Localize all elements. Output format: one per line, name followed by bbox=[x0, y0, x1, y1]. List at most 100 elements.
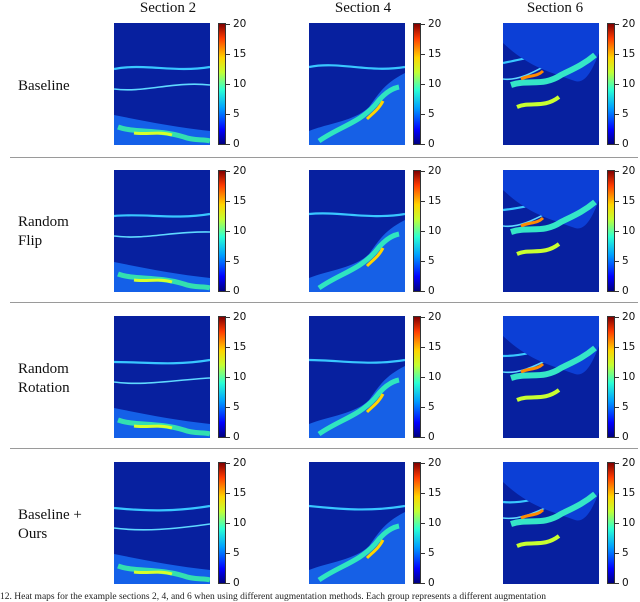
colorbar-tick-label: 5 bbox=[622, 401, 629, 413]
colorbar-tick-label: 5 bbox=[233, 547, 240, 559]
colorbar-tick-label: 20 bbox=[233, 165, 247, 177]
colorbar-tick-label: 20 bbox=[233, 311, 247, 323]
colorbar-tick bbox=[421, 347, 425, 348]
colorbar-tick bbox=[421, 114, 425, 115]
colorbar-tick-label: 15 bbox=[233, 48, 247, 60]
colorbar-tick-label: 5 bbox=[622, 255, 629, 267]
colorbar-tick bbox=[615, 114, 619, 115]
colorbar-tick bbox=[615, 171, 619, 172]
colorbar-tick bbox=[615, 553, 619, 554]
colorbar-tick bbox=[226, 261, 230, 262]
colorbar-tick-label: 0 bbox=[233, 577, 240, 589]
colorbar-tick-label: 10 bbox=[622, 225, 636, 237]
colorbar-tick bbox=[421, 463, 425, 464]
colorbar-ticks: 20 15 10 5 0 bbox=[226, 311, 254, 443]
colorbar-tick-label: 15 bbox=[428, 487, 442, 499]
colorbar-ticks: 20 15 10 5 0 bbox=[226, 457, 254, 589]
figure-caption: 12. Heat maps for the example sections 2… bbox=[0, 592, 547, 602]
colorbar-tick bbox=[421, 144, 425, 145]
colorbar-ticks: 20 15 10 5 0 bbox=[615, 165, 640, 297]
colorbar-tick bbox=[421, 523, 425, 524]
colorbar-tick-label: 15 bbox=[233, 341, 247, 353]
colorbar-tick-label: 20 bbox=[622, 311, 636, 323]
colorbar-ticks: 20 15 10 5 0 bbox=[421, 165, 449, 297]
colorbar bbox=[218, 462, 226, 584]
colorbar bbox=[218, 170, 226, 292]
column-header-section-4: Section 4 bbox=[334, 0, 392, 16]
colorbar-tick-label: 20 bbox=[622, 457, 636, 469]
heatmap-image bbox=[114, 23, 210, 145]
colorbar bbox=[413, 462, 421, 584]
colorbar-tick bbox=[226, 407, 230, 408]
colorbar-tick-label: 0 bbox=[622, 285, 629, 297]
colorbar bbox=[413, 170, 421, 292]
colorbar-tick-label: 10 bbox=[622, 371, 636, 383]
colorbar-tick bbox=[615, 291, 619, 292]
colorbar-tick bbox=[226, 583, 230, 584]
heatmap-image bbox=[114, 170, 210, 292]
colorbar-tick-label: 5 bbox=[233, 255, 240, 267]
colorbar bbox=[218, 23, 226, 145]
colorbar-tick-label: 20 bbox=[428, 311, 442, 323]
row-separator bbox=[10, 302, 638, 303]
column-header-section-6: Section 6 bbox=[526, 0, 584, 16]
colorbar-tick bbox=[615, 583, 619, 584]
colorbar-tick bbox=[615, 437, 619, 438]
colorbar-tick-label: 20 bbox=[428, 457, 442, 469]
row-label-baseline: Baseline bbox=[18, 78, 70, 94]
colorbar-ticks: 20 15 10 5 0 bbox=[421, 311, 449, 443]
colorbar-tick-label: 10 bbox=[428, 517, 442, 529]
colorbar-tick-label: 10 bbox=[428, 225, 442, 237]
colorbar-tick-label: 15 bbox=[233, 195, 247, 207]
colorbar-tick-label: 20 bbox=[622, 165, 636, 177]
colorbar-tick-label: 0 bbox=[233, 285, 240, 297]
colorbar-tick-label: 5 bbox=[428, 108, 435, 120]
colorbar-tick-label: 0 bbox=[622, 431, 629, 443]
colorbar-ticks: 20 15 10 5 0 bbox=[226, 18, 254, 150]
colorbar-tick bbox=[421, 201, 425, 202]
colorbar-tick bbox=[226, 347, 230, 348]
colorbar-tick-label: 15 bbox=[622, 341, 636, 353]
colorbar-tick bbox=[615, 54, 619, 55]
heatmap-image bbox=[114, 316, 210, 438]
colorbar-ticks: 20 15 10 5 0 bbox=[226, 165, 254, 297]
colorbar-tick-label: 5 bbox=[428, 547, 435, 559]
colorbar-tick bbox=[226, 553, 230, 554]
heatmap-image bbox=[309, 462, 405, 584]
colorbar-tick bbox=[226, 523, 230, 524]
colorbar-tick bbox=[226, 54, 230, 55]
colorbar-tick-label: 0 bbox=[428, 138, 435, 150]
colorbar-ticks: 20 15 10 5 0 bbox=[615, 457, 640, 589]
colorbar-tick-label: 15 bbox=[428, 48, 442, 60]
column-header-section-2: Section 2 bbox=[139, 0, 197, 16]
row-label-baseline-ours: Baseline + Ours bbox=[18, 507, 82, 542]
colorbar-tick bbox=[615, 261, 619, 262]
colorbar-tick-label: 5 bbox=[233, 108, 240, 120]
colorbar-tick bbox=[421, 437, 425, 438]
colorbar-tick bbox=[615, 231, 619, 232]
colorbar-tick bbox=[421, 261, 425, 262]
colorbar-tick bbox=[615, 493, 619, 494]
colorbar-tick-label: 10 bbox=[428, 78, 442, 90]
colorbar bbox=[607, 316, 615, 438]
colorbar-tick-label: 10 bbox=[233, 371, 247, 383]
colorbar-tick bbox=[421, 317, 425, 318]
heatmap-image bbox=[114, 462, 210, 584]
colorbar bbox=[607, 23, 615, 145]
colorbar-tick bbox=[615, 317, 619, 318]
colorbar-tick-label: 5 bbox=[428, 255, 435, 267]
colorbar-tick bbox=[226, 231, 230, 232]
colorbar-tick-label: 15 bbox=[233, 487, 247, 499]
colorbar-tick-label: 15 bbox=[428, 341, 442, 353]
colorbar-tick bbox=[226, 437, 230, 438]
colorbar-tick-label: 20 bbox=[622, 18, 636, 30]
colorbar-tick bbox=[421, 583, 425, 584]
colorbar-tick-label: 10 bbox=[233, 225, 247, 237]
heatmap-image bbox=[309, 170, 405, 292]
colorbar-tick bbox=[615, 523, 619, 524]
colorbar bbox=[607, 170, 615, 292]
colorbar-tick bbox=[615, 377, 619, 378]
colorbar-ticks: 20 15 10 5 0 bbox=[615, 311, 640, 443]
colorbar-tick bbox=[226, 24, 230, 25]
colorbar-tick bbox=[226, 291, 230, 292]
